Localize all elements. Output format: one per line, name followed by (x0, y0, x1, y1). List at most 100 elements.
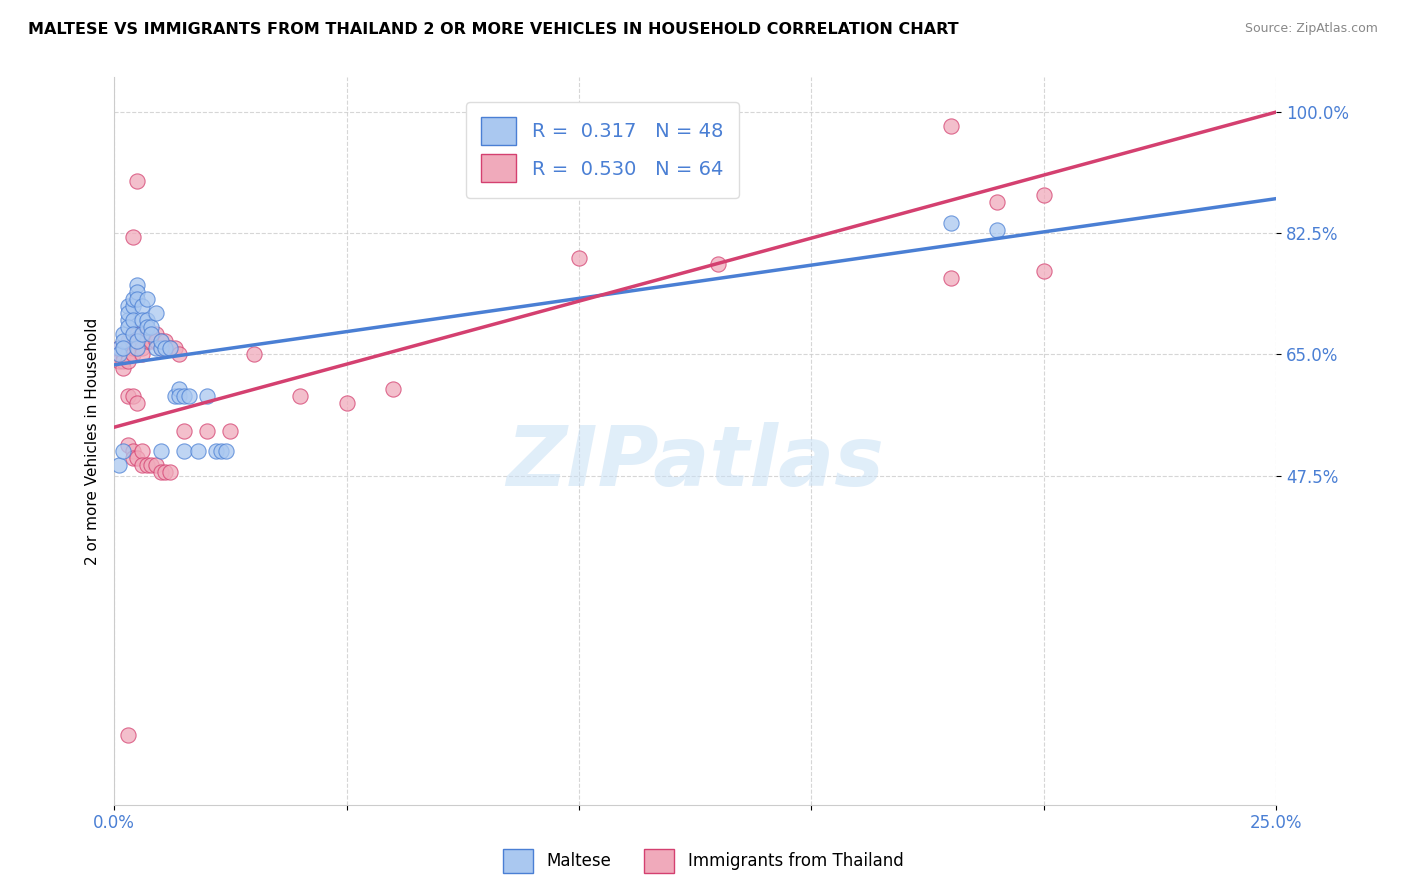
Point (117, 334, 139, 348)
Point (145, 458, 167, 473)
Point (112, 334, 135, 348)
Point (145, 326, 167, 341)
Point (939, 271, 962, 285)
Point (117, 299, 139, 313)
Point (159, 465, 181, 479)
Point (135, 334, 157, 348)
Point (939, 216, 962, 230)
Point (155, 341, 177, 355)
Text: MALTESE VS IMMIGRANTS FROM THAILAND 2 OR MORE VEHICLES IN HOUSEHOLD CORRELATION : MALTESE VS IMMIGRANTS FROM THAILAND 2 OR… (28, 22, 959, 37)
Text: Source: ZipAtlas.com: Source: ZipAtlas.com (1244, 22, 1378, 36)
Legend: R =  0.317   N = 48, R =  0.530   N = 64: R = 0.317 N = 48, R = 0.530 N = 64 (465, 102, 738, 197)
Point (127, 285, 149, 300)
Point (135, 458, 157, 473)
Point (135, 292, 157, 306)
Legend: Maltese, Immigrants from Thailand: Maltese, Immigrants from Thailand (496, 842, 910, 880)
Point (121, 299, 143, 313)
Point (117, 341, 139, 355)
Point (149, 341, 172, 355)
Point (117, 389, 139, 403)
Point (707, 257, 730, 271)
Point (112, 347, 135, 361)
Text: ZIPatlas: ZIPatlas (506, 423, 884, 503)
Point (127, 451, 149, 466)
Point (117, 319, 139, 334)
Point (173, 389, 195, 403)
Point (187, 444, 209, 458)
Point (219, 424, 242, 438)
Point (141, 326, 163, 341)
Point (121, 341, 143, 355)
Point (121, 229, 143, 244)
Point (112, 341, 135, 355)
Point (163, 389, 186, 403)
Point (145, 334, 167, 348)
Point (112, 341, 135, 355)
Point (159, 341, 181, 355)
Point (117, 313, 139, 327)
Point (1032, 188, 1054, 202)
Point (195, 424, 218, 438)
Point (112, 326, 135, 341)
Point (145, 306, 167, 320)
Point (121, 292, 143, 306)
Point (173, 424, 195, 438)
Point (939, 119, 962, 133)
Point (149, 334, 172, 348)
Point (127, 292, 149, 306)
Point (141, 334, 163, 348)
Point (131, 347, 153, 361)
Point (112, 361, 135, 376)
Point (145, 341, 167, 355)
Point (127, 341, 149, 355)
Point (121, 451, 143, 466)
Point (108, 347, 131, 361)
Point (141, 319, 163, 334)
Point (108, 354, 131, 368)
Point (986, 195, 1008, 210)
Point (112, 444, 135, 458)
Point (568, 251, 591, 265)
Point (131, 341, 153, 355)
Point (195, 389, 218, 403)
Point (141, 326, 163, 341)
Point (131, 326, 153, 341)
Point (155, 334, 177, 348)
Point (117, 728, 139, 742)
Point (159, 341, 181, 355)
Point (167, 389, 190, 403)
Point (127, 326, 149, 341)
Point (149, 444, 172, 458)
Point (121, 347, 143, 361)
Point (149, 465, 172, 479)
Point (986, 223, 1008, 237)
Point (141, 458, 163, 473)
Point (131, 444, 153, 458)
Point (155, 465, 177, 479)
Point (149, 341, 172, 355)
Point (117, 306, 139, 320)
Point (1032, 264, 1054, 278)
Point (121, 389, 143, 403)
Point (108, 341, 131, 355)
Point (163, 341, 186, 355)
Point (173, 444, 195, 458)
Point (335, 396, 357, 410)
Point (131, 334, 153, 348)
Point (177, 389, 200, 403)
Point (135, 326, 157, 341)
Point (167, 347, 190, 361)
Point (215, 444, 238, 458)
Point (108, 347, 131, 361)
Point (121, 444, 143, 458)
Point (127, 334, 149, 348)
Point (108, 341, 131, 355)
Point (112, 354, 135, 368)
Point (121, 313, 143, 327)
Point (382, 382, 405, 396)
Point (135, 313, 157, 327)
Point (205, 444, 228, 458)
Point (117, 354, 139, 368)
Y-axis label: 2 or more Vehicles in Household: 2 or more Vehicles in Household (86, 318, 100, 565)
Point (131, 299, 153, 313)
